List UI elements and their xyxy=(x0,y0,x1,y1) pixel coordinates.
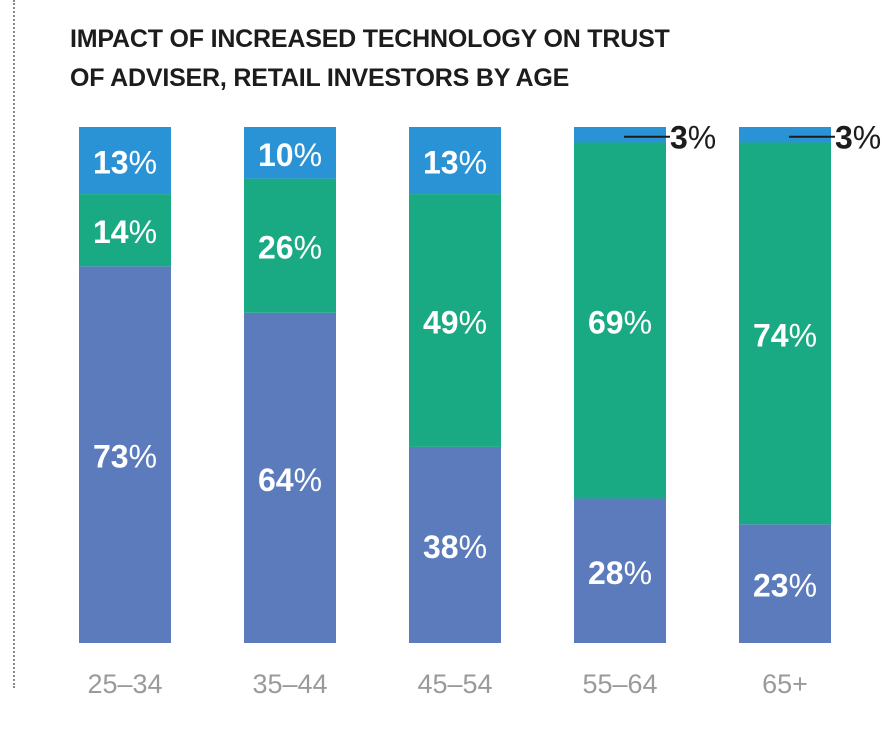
bar-segment-middle-45–54 xyxy=(409,194,501,447)
bar-segment-bottom-25–34 xyxy=(79,266,171,643)
data-label-top-45–54: 13% xyxy=(423,145,487,181)
category-label-55–64: 55–64 xyxy=(582,669,657,699)
chart-title: IMPACT OF INCREASED TECHNOLOGY ON TRUST … xyxy=(70,20,670,98)
data-label-top-65+: 3% xyxy=(835,120,881,156)
bar-segment-middle-35–44 xyxy=(244,178,336,313)
data-label-top-35–44: 10% xyxy=(258,137,322,173)
bar-segment-middle-55–64 xyxy=(574,142,666,499)
bar-segment-top-25–34 xyxy=(79,127,171,195)
data-label-middle-35–44: 26% xyxy=(258,230,322,266)
bar-segment-bottom-45–54 xyxy=(409,446,501,643)
bar-segment-top-45–54 xyxy=(409,127,501,195)
data-label-bottom-55–64: 28% xyxy=(588,555,652,591)
chart-title-line-2: OF ADVISER, RETAIL INVESTORS BY AGE xyxy=(70,64,570,92)
category-label-65+: 65+ xyxy=(762,669,808,699)
data-label-middle-25–34: 14% xyxy=(93,214,157,250)
data-label-top-25–34: 13% xyxy=(93,145,157,181)
category-label-35–44: 35–44 xyxy=(252,669,327,699)
category-label-25–34: 25–34 xyxy=(87,669,162,699)
bar-segment-top-65+ xyxy=(739,127,831,143)
data-label-top-55–64: 3% xyxy=(670,120,716,156)
data-label-bottom-45–54: 38% xyxy=(423,529,487,565)
chart-title-line-1: IMPACT OF INCREASED TECHNOLOGY ON TRUST xyxy=(70,25,670,53)
bar-segment-top-55–64 xyxy=(574,127,666,143)
bar-segment-top-35–44 xyxy=(244,127,336,179)
bar-group-45–54: 38% 49% 13% xyxy=(409,127,501,643)
data-label-bottom-35–44: 64% xyxy=(258,462,322,498)
category-label-45–54: 45–54 xyxy=(417,669,492,699)
bar-group-35–44: 64% 26% 10% xyxy=(244,127,336,643)
data-label-middle-55–64: 69% xyxy=(588,305,652,341)
bar-segment-middle-65+ xyxy=(739,142,831,525)
data-label-bottom-25–34: 73% xyxy=(93,439,157,475)
data-label-bottom-65+: 23% xyxy=(753,568,817,604)
bar-segment-bottom-55–64 xyxy=(574,498,666,643)
bar-segment-bottom-65+ xyxy=(739,524,831,643)
bar-segment-middle-25–34 xyxy=(79,194,171,267)
data-label-middle-65+: 74% xyxy=(753,317,817,353)
dotted-divider xyxy=(13,0,15,688)
bar-group-25–34: 73% 14% 13% xyxy=(79,127,171,643)
bar-group-65+: 23% 74% 3% xyxy=(739,120,881,643)
data-label-middle-45–54: 49% xyxy=(423,305,487,341)
bar-segment-bottom-35–44 xyxy=(244,312,336,643)
bar-group-55–64: 28% 69% 3% xyxy=(574,120,716,643)
